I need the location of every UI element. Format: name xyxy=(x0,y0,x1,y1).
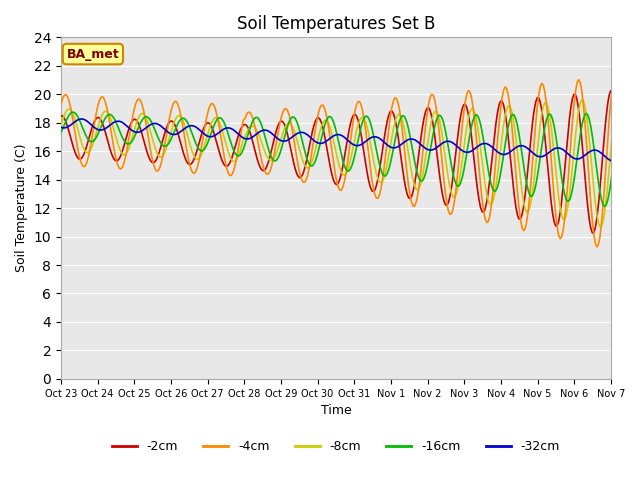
Y-axis label: Soil Temperature (C): Soil Temperature (C) xyxy=(15,144,28,272)
Legend: -2cm, -4cm, -8cm, -16cm, -32cm: -2cm, -4cm, -8cm, -16cm, -32cm xyxy=(107,435,565,458)
Title: Soil Temperatures Set B: Soil Temperatures Set B xyxy=(237,15,435,33)
Text: BA_met: BA_met xyxy=(67,48,119,60)
X-axis label: Time: Time xyxy=(321,404,351,417)
